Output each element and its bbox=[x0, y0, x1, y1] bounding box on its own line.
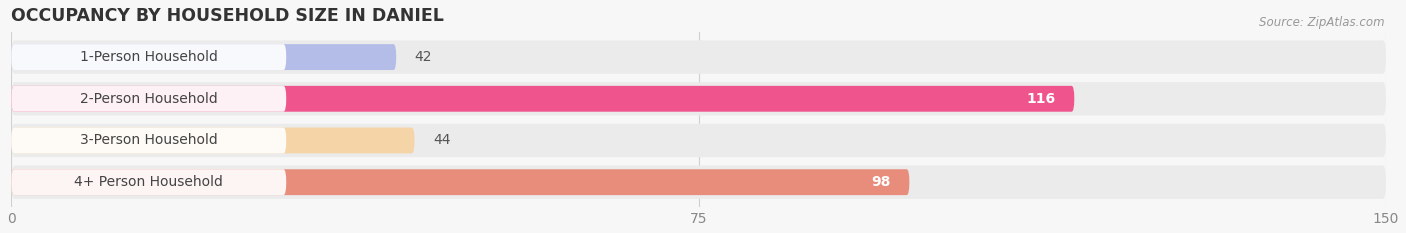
Text: 1-Person Household: 1-Person Household bbox=[80, 50, 218, 64]
Text: 98: 98 bbox=[872, 175, 891, 189]
Text: 2-Person Household: 2-Person Household bbox=[80, 92, 218, 106]
Text: 44: 44 bbox=[433, 134, 450, 147]
FancyBboxPatch shape bbox=[11, 40, 1386, 74]
Text: OCCUPANCY BY HOUSEHOLD SIZE IN DANIEL: OCCUPANCY BY HOUSEHOLD SIZE IN DANIEL bbox=[11, 7, 444, 25]
Text: 3-Person Household: 3-Person Household bbox=[80, 134, 218, 147]
FancyBboxPatch shape bbox=[11, 86, 1074, 112]
FancyBboxPatch shape bbox=[11, 124, 1386, 157]
FancyBboxPatch shape bbox=[11, 127, 287, 153]
FancyBboxPatch shape bbox=[11, 169, 910, 195]
Text: 4+ Person Household: 4+ Person Household bbox=[75, 175, 224, 189]
Text: 116: 116 bbox=[1026, 92, 1056, 106]
Text: 42: 42 bbox=[415, 50, 432, 64]
FancyBboxPatch shape bbox=[11, 169, 287, 195]
FancyBboxPatch shape bbox=[11, 82, 1386, 116]
FancyBboxPatch shape bbox=[11, 44, 396, 70]
FancyBboxPatch shape bbox=[11, 165, 1386, 199]
Text: Source: ZipAtlas.com: Source: ZipAtlas.com bbox=[1260, 16, 1385, 29]
FancyBboxPatch shape bbox=[11, 127, 415, 153]
FancyBboxPatch shape bbox=[11, 86, 287, 112]
FancyBboxPatch shape bbox=[11, 44, 287, 70]
